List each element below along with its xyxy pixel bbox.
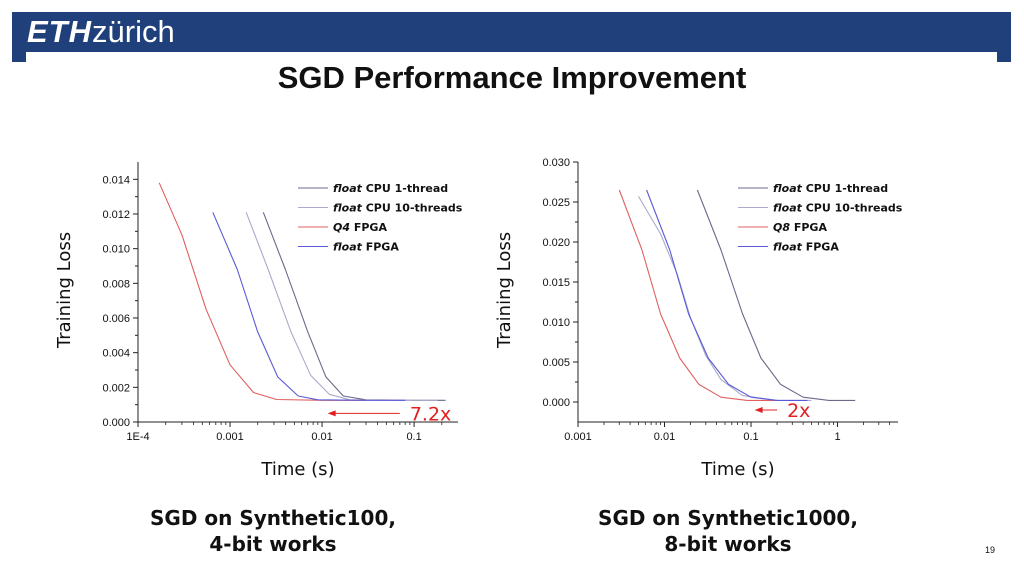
x-tick-label: 0.001 <box>564 431 592 443</box>
legend-label-1: float CPU 1-thread <box>773 182 888 195</box>
legend-label-4: float FPGA <box>773 241 839 254</box>
x-axis-label: Time (s) <box>260 459 334 480</box>
y-axis-label: Training Loss <box>494 232 515 349</box>
y-tick-label: 0.005 <box>542 357 570 369</box>
series-line-4 <box>646 189 808 401</box>
series-line-3 <box>158 182 366 401</box>
annotation-arrow-head <box>754 407 763 413</box>
series-line-3 <box>618 189 778 401</box>
banner-notch <box>26 52 997 62</box>
y-tick-label: 0.006 <box>102 313 130 325</box>
x-tick-label: 0.01 <box>311 431 332 443</box>
chart-synthetic1000: 0.000 0.005 0.010 0.015 0.020 0.025 0.030 0.001… <box>490 140 940 490</box>
caption-left-line2: 4-bit works <box>209 532 337 556</box>
caption-left-line1: SGD on Synthetic100, <box>150 506 396 530</box>
y-tick-label: 0.014 <box>102 174 130 186</box>
x-tick-label: 0.01 <box>654 431 675 443</box>
banner-left-edge <box>12 52 26 62</box>
chart-synthetic100: 0.000 0.002 0.004 0.006 0.008 0.010 0.012 0.014… <box>0 140 480 490</box>
caption-left: SGD on Synthetic100, 4-bit works <box>113 505 433 557</box>
annotation-arrow-head <box>327 410 336 417</box>
legend-label-2: float CPU 10-threads <box>773 202 903 215</box>
y-tick-label: 0.020 <box>542 237 570 249</box>
caption-right-line1: SGD on Synthetic1000, <box>598 506 858 530</box>
legend-label-3: Q4 FPGA <box>333 221 387 234</box>
y-tick-label: 0.002 <box>102 382 130 394</box>
x-tick-label: 1 <box>834 431 840 443</box>
y-tick-label: 0.030 <box>542 157 570 169</box>
legend-label-2: float CPU 10-threads <box>333 202 463 215</box>
x-axis-label: Time (s) <box>700 459 774 480</box>
x-tick-label: 0.1 <box>406 431 421 443</box>
y-axis-label: Training Loss <box>54 232 75 349</box>
annotation-label: 2x <box>787 400 810 422</box>
y-tick-label: 0.015 <box>542 277 570 289</box>
chart-svg-1: 0.000 0.002 0.004 0.006 0.008 0.010 0.012 0.014… <box>54 162 463 480</box>
eth-logo: ETHzürich <box>27 14 175 49</box>
banner-right-edge <box>997 52 1011 62</box>
x-tick-label: 0.001 <box>216 431 244 443</box>
y-tick-label: 0.008 <box>102 278 130 290</box>
y-tick-label: 0.000 <box>542 397 570 409</box>
page-number: 19 <box>985 545 996 555</box>
annotation-label: 7.2x <box>410 403 451 425</box>
caption-right-line2: 8-bit works <box>664 532 792 556</box>
legend-label-1: float CPU 1-thread <box>333 182 448 195</box>
x-tick-label: 0.1 <box>743 431 758 443</box>
y-tick-label: 0.010 <box>102 244 130 256</box>
legend-label-4: float FPGA <box>333 241 399 254</box>
y-tick-label: 0.000 <box>102 417 130 429</box>
chart-svg-2: 0.000 0.005 0.010 0.015 0.020 0.025 0.030 0.001… <box>494 157 903 480</box>
y-tick-label: 0.010 <box>542 317 570 329</box>
series-line-1 <box>696 189 856 401</box>
x-tick-label: 1E-4 <box>126 431 149 443</box>
y-tick-label: 0.025 <box>542 197 570 209</box>
legend-label-3: Q8 FPGA <box>773 221 827 234</box>
header-banner <box>12 12 1011 52</box>
caption-right: SGD on Synthetic1000, 8-bit works <box>568 505 888 557</box>
series-line-4 <box>212 212 406 401</box>
y-tick-label: 0.004 <box>102 348 130 360</box>
page-title: SGD Performance Improvement <box>277 60 747 95</box>
y-tick-label: 0.012 <box>102 209 130 221</box>
